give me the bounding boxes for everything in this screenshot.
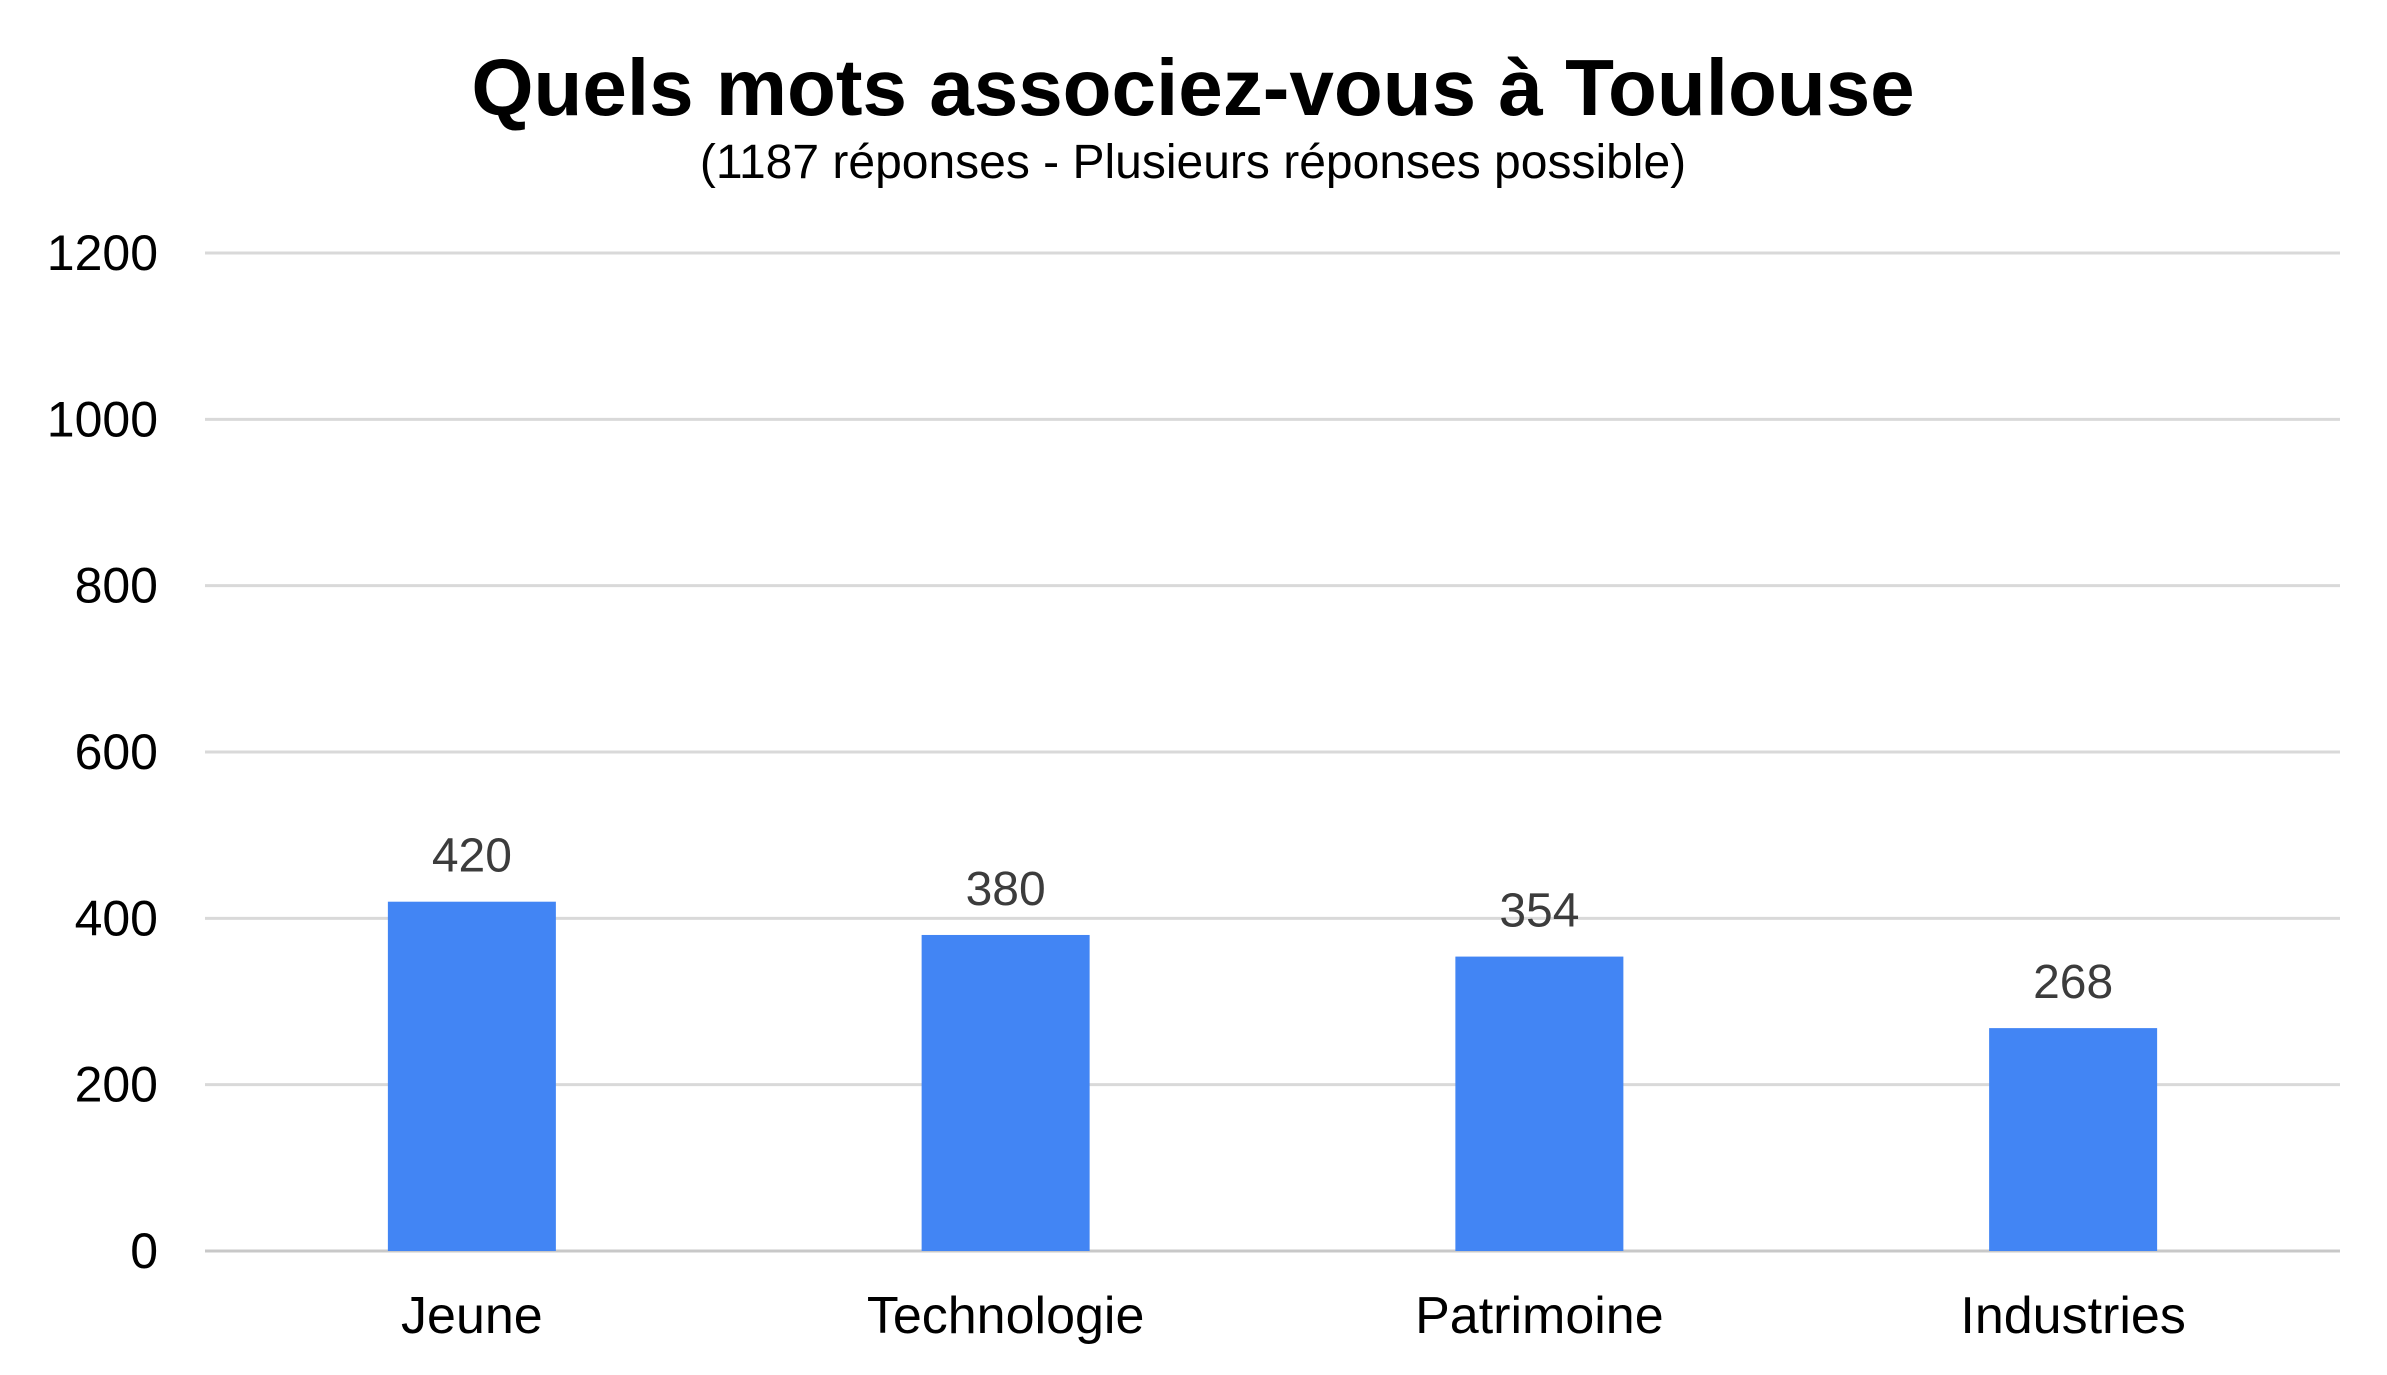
data-label: 420: [432, 830, 512, 883]
chart-subtitle: (1187 réponses - Plusieurs réponses poss…: [700, 136, 1686, 189]
y-tick-label: 600: [75, 724, 158, 780]
y-axis-tick-labels: 0 200 400 600 800 1000 1200: [47, 225, 158, 1279]
data-label: 354: [1499, 885, 1579, 938]
bars: [387, 901, 2158, 1251]
bar-jeune: [387, 901, 556, 1251]
y-tick-label: 400: [75, 890, 158, 946]
y-tick-label: 200: [75, 1057, 158, 1113]
y-tick-label: 0: [130, 1223, 158, 1279]
bar-industries: [1989, 1028, 2158, 1251]
y-tick-label: 1000: [47, 391, 158, 447]
bar-patrimoine: [1455, 956, 1624, 1251]
x-tick-label: Jeune: [401, 1287, 543, 1345]
chart-title: Quels mots associez-vous à Toulouse: [471, 43, 1914, 132]
data-labels: 420 380 354 268: [432, 830, 2113, 1009]
x-tick-label: Industries: [1960, 1287, 2185, 1345]
data-label: 268: [2033, 956, 2113, 1009]
y-tick-label: 800: [75, 558, 158, 614]
x-tick-label: Technologie: [867, 1287, 1145, 1345]
bar-technologie: [921, 934, 1090, 1251]
gridlines: [205, 251, 2340, 1253]
data-label: 380: [966, 863, 1046, 916]
x-tick-label: Patrimoine: [1415, 1287, 1664, 1345]
x-axis-tick-labels: Jeune Technologie Patrimoine Industries: [401, 1287, 2186, 1345]
y-tick-label: 1200: [47, 225, 158, 281]
